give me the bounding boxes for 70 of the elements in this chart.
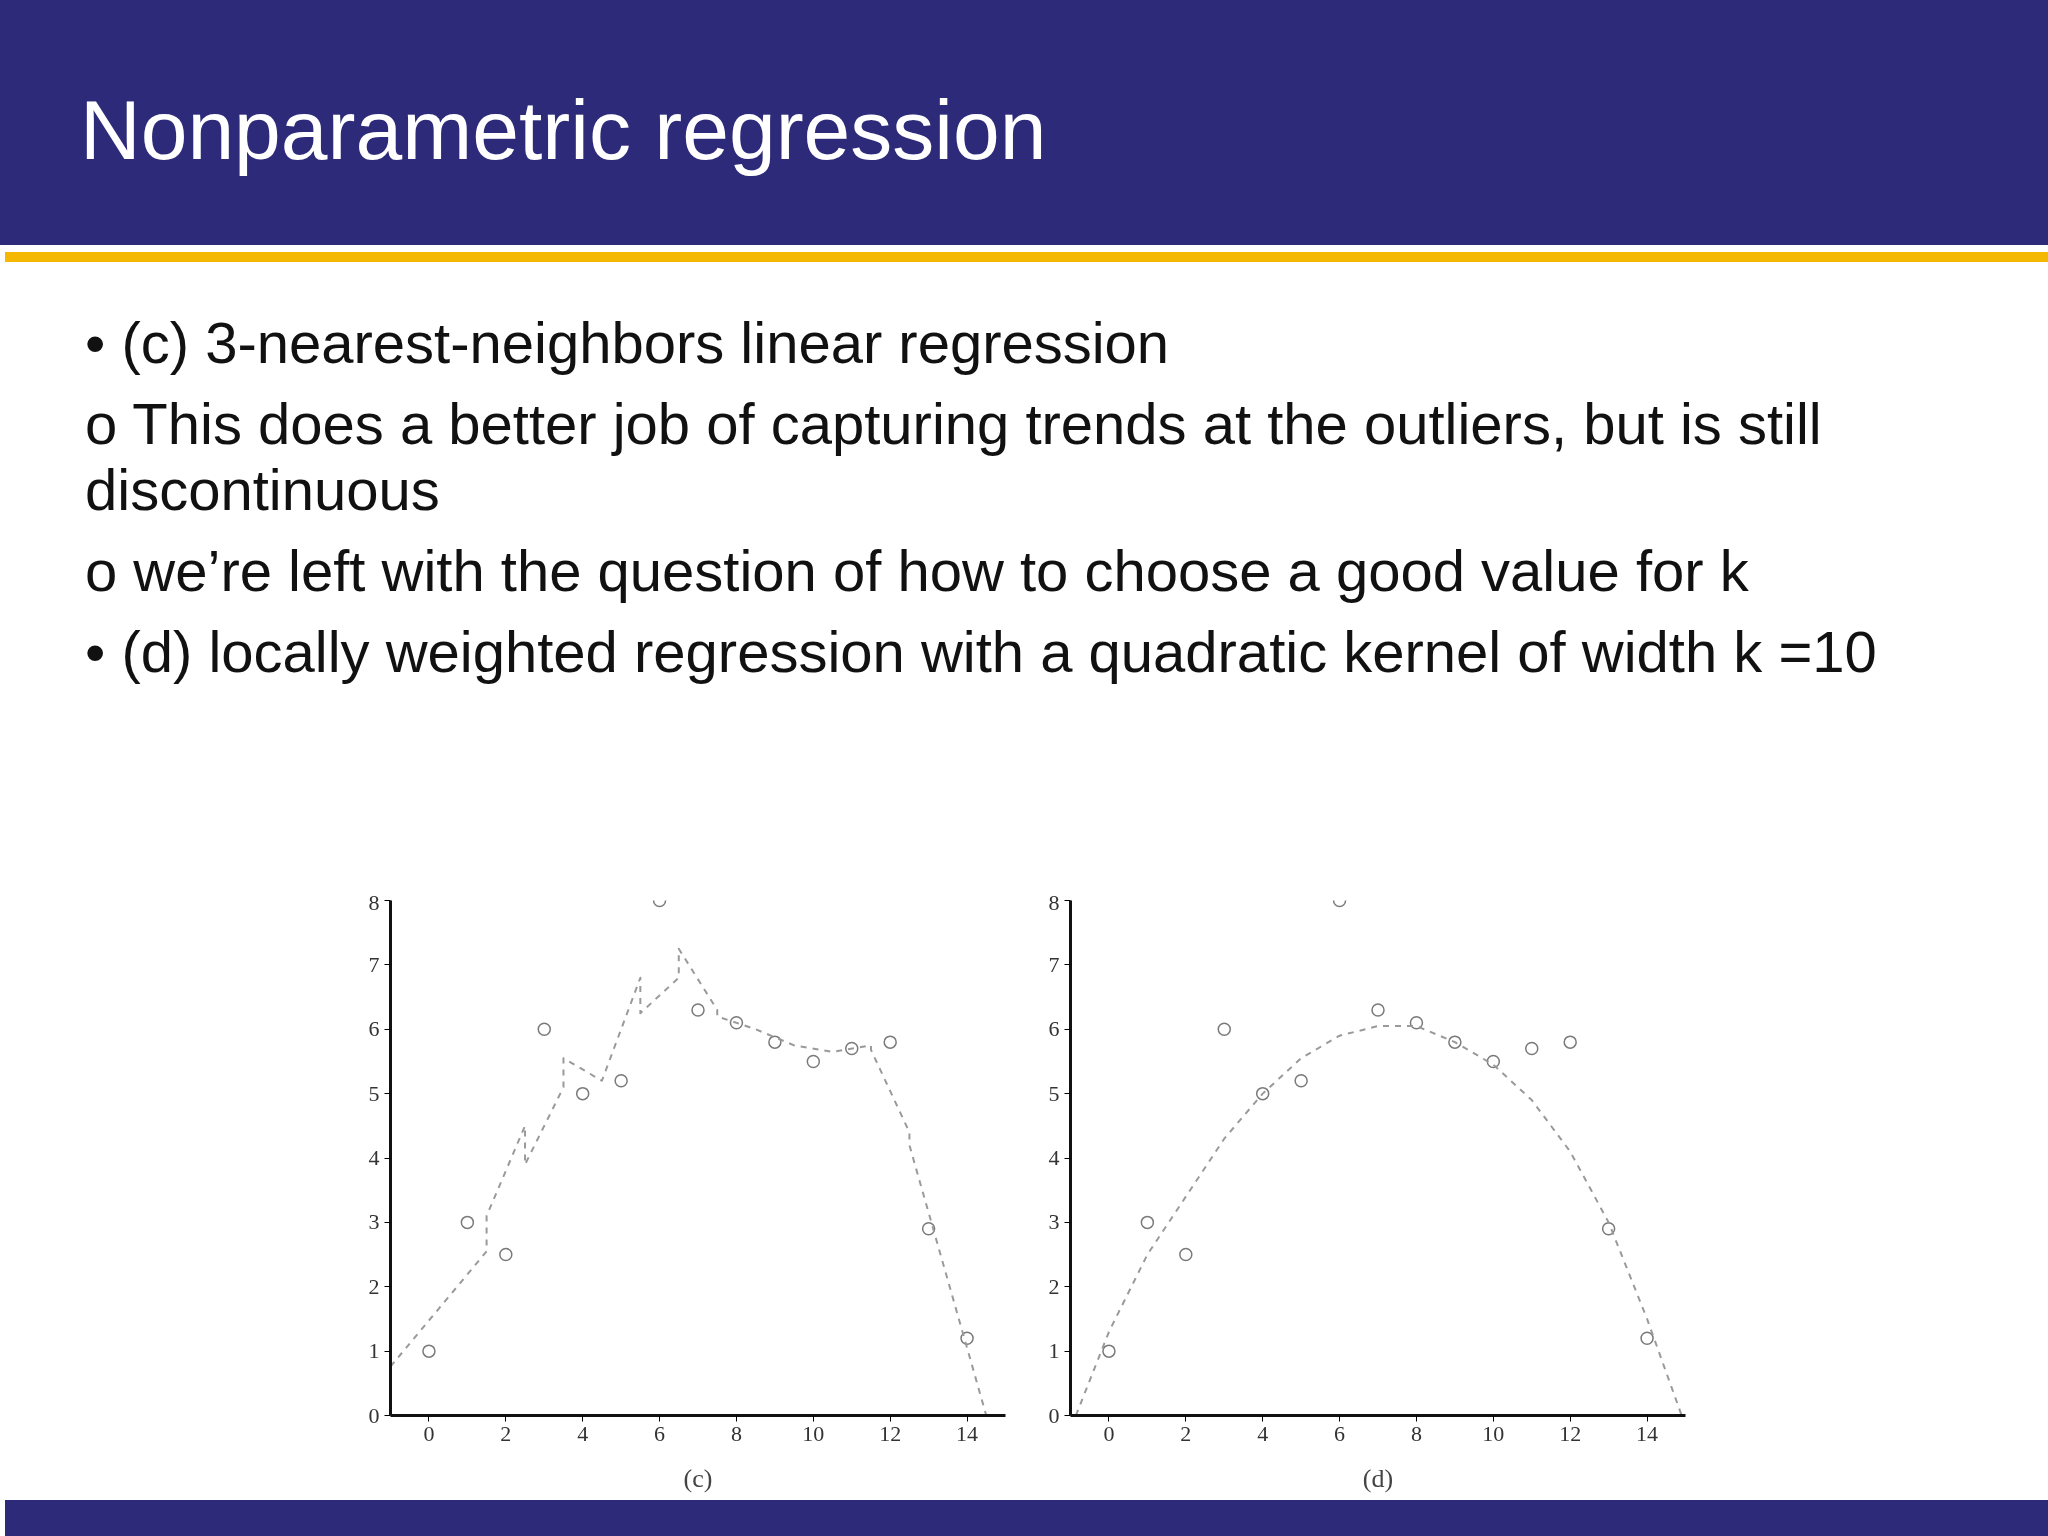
x-tick-label: 0 bbox=[423, 1420, 435, 1446]
point bbox=[422, 1344, 436, 1358]
x-tick-label: 10 bbox=[1482, 1420, 1505, 1446]
y-tick-label: 0 bbox=[368, 1402, 380, 1428]
y-tick-label: 0 bbox=[1048, 1402, 1060, 1428]
y-tick-label: 6 bbox=[368, 1016, 380, 1042]
point bbox=[845, 1041, 859, 1056]
x-tick-label: 6 bbox=[654, 1420, 666, 1446]
point bbox=[1448, 1035, 1462, 1049]
y-tick-label: 5 bbox=[1048, 1080, 1060, 1106]
point bbox=[575, 1086, 590, 1101]
point bbox=[691, 1003, 705, 1017]
x-tick-label: 2 bbox=[500, 1420, 512, 1446]
x-axis-title: (d) bbox=[1362, 1463, 1394, 1493]
y-tick-label: 3 bbox=[1048, 1209, 1060, 1235]
point bbox=[1486, 1054, 1501, 1069]
point bbox=[1255, 1086, 1270, 1101]
point bbox=[1525, 1041, 1539, 1056]
x-tick-label: 4 bbox=[1257, 1420, 1269, 1446]
chart-title: Nonparametric regression bbox=[79, 82, 1047, 179]
y-tick-label: 2 bbox=[1048, 1273, 1060, 1299]
point bbox=[1102, 1344, 1116, 1358]
text: • (d) locally weighted regression with a quadratic kernel of width k =10 bbox=[85, 618, 1878, 686]
point bbox=[614, 1074, 628, 1088]
point bbox=[1563, 1035, 1577, 1049]
text: o we’re left with the question of how to choose a good value for k bbox=[85, 538, 1750, 605]
point bbox=[499, 1247, 513, 1262]
point bbox=[1217, 1022, 1231, 1036]
x-tick-label: 12 bbox=[1559, 1420, 1582, 1446]
x-tick-label: 14 bbox=[956, 1420, 979, 1446]
point bbox=[768, 1035, 782, 1049]
line-series bbox=[390, 947, 988, 1416]
x-tick-label: 0 bbox=[1103, 1420, 1115, 1446]
point bbox=[460, 1215, 475, 1230]
point bbox=[1409, 1016, 1424, 1030]
y-tick-label: 3 bbox=[368, 1209, 380, 1235]
x-tick-label: 2 bbox=[1180, 1420, 1192, 1446]
y-tick-label: 1 bbox=[1048, 1338, 1060, 1364]
y-tick-label: 1 bbox=[368, 1338, 380, 1364]
x-tick-label: 4 bbox=[577, 1420, 589, 1446]
point bbox=[1140, 1215, 1155, 1230]
point bbox=[806, 1054, 821, 1069]
y-tick-label: 4 bbox=[1048, 1145, 1060, 1170]
x-tick-label: 6 bbox=[1334, 1420, 1346, 1446]
point bbox=[1371, 1003, 1385, 1017]
point bbox=[1601, 1222, 1616, 1236]
y-tick-label: 8 bbox=[368, 889, 380, 915]
line-series bbox=[1074, 1025, 1683, 1416]
x-tick-label: 8 bbox=[1410, 1420, 1422, 1446]
point bbox=[960, 1331, 974, 1345]
point bbox=[537, 1022, 551, 1036]
y-tick-label: 6 bbox=[1048, 1016, 1060, 1042]
x-axis-title: (c) bbox=[683, 1463, 713, 1493]
x-tick-label: 12 bbox=[879, 1420, 902, 1446]
y-tick-label: 8 bbox=[1048, 889, 1060, 915]
y-tick-label: 7 bbox=[1048, 951, 1060, 977]
y-tick-label: 2 bbox=[368, 1273, 380, 1299]
y-tick-label: 5 bbox=[368, 1080, 380, 1106]
text: • (c) 3-nearest-neighbors linear regression bbox=[85, 310, 1171, 377]
y-tick-label: 7 bbox=[368, 951, 380, 977]
y-tick-label: 4 bbox=[368, 1145, 380, 1170]
point bbox=[921, 1222, 936, 1236]
point bbox=[883, 1035, 897, 1049]
point bbox=[1294, 1074, 1308, 1088]
point bbox=[1640, 1331, 1654, 1345]
point bbox=[729, 1016, 744, 1030]
point bbox=[1179, 1247, 1193, 1262]
x-tick-label: 10 bbox=[802, 1420, 825, 1446]
x-tick-label: 14 bbox=[1636, 1420, 1659, 1446]
x-tick-label: 8 bbox=[730, 1420, 742, 1446]
